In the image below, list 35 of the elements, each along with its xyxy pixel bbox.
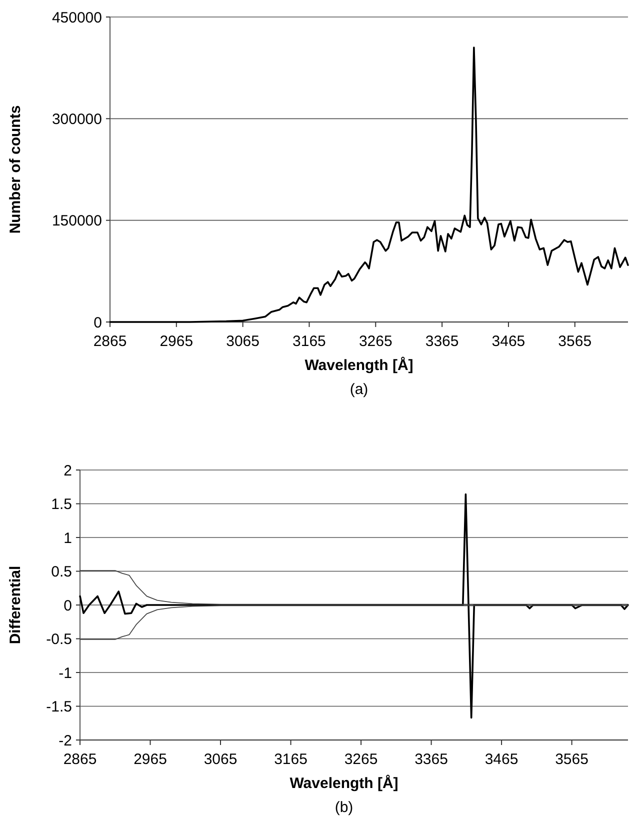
x-tick-label: 2865 bbox=[93, 333, 127, 350]
x-tick-label: 3065 bbox=[204, 751, 238, 768]
y-tick-label: 450000 bbox=[52, 9, 102, 26]
y-tick-label: -1.5 bbox=[46, 698, 72, 716]
y-tick-label: 0 bbox=[94, 314, 102, 332]
x-axis-title: Wavelength [Å] bbox=[304, 356, 414, 374]
y-axis-title: Number of counts bbox=[7, 105, 24, 234]
x-tick-label: 3565 bbox=[555, 751, 588, 768]
y-tick-label: -0.5 bbox=[46, 631, 72, 648]
y-tick-label: 1 bbox=[64, 530, 72, 547]
y-tick-label: -1 bbox=[58, 664, 72, 682]
y-tick-label: 150000 bbox=[52, 212, 102, 230]
x-tick-label: 3565 bbox=[558, 333, 592, 350]
x-tick-label: 2965 bbox=[160, 333, 194, 350]
x-tick-label: 3465 bbox=[492, 333, 526, 350]
x-tick-label: 3465 bbox=[484, 751, 518, 768]
y-tick-label: 300000 bbox=[52, 110, 102, 128]
y-tick-label: 0.5 bbox=[51, 564, 72, 580]
x-tick-label: 3265 bbox=[358, 333, 392, 350]
x-tick-label: 3065 bbox=[226, 333, 260, 350]
x-tick-label: 3365 bbox=[425, 333, 459, 350]
x-tick-label: 3265 bbox=[344, 751, 378, 768]
x-tick-label: 3365 bbox=[414, 751, 448, 768]
y-axis-title: Differential bbox=[7, 566, 24, 644]
x-axis-title: Wavelength [Å] bbox=[290, 774, 398, 792]
text: (b) bbox=[334, 799, 354, 816]
y-tick-label: -2 bbox=[58, 732, 72, 750]
x-tick-label: 3165 bbox=[292, 333, 326, 350]
y-tick-label: 0 bbox=[64, 597, 72, 614]
text: (a) bbox=[350, 381, 368, 398]
x-tick-label: 2965 bbox=[134, 751, 167, 768]
x-tick-label: 2865 bbox=[63, 751, 97, 768]
y-tick-label: 1.5 bbox=[51, 496, 72, 513]
y-tick-label: 2 bbox=[64, 462, 72, 480]
x-tick-label: 3165 bbox=[274, 751, 308, 768]
